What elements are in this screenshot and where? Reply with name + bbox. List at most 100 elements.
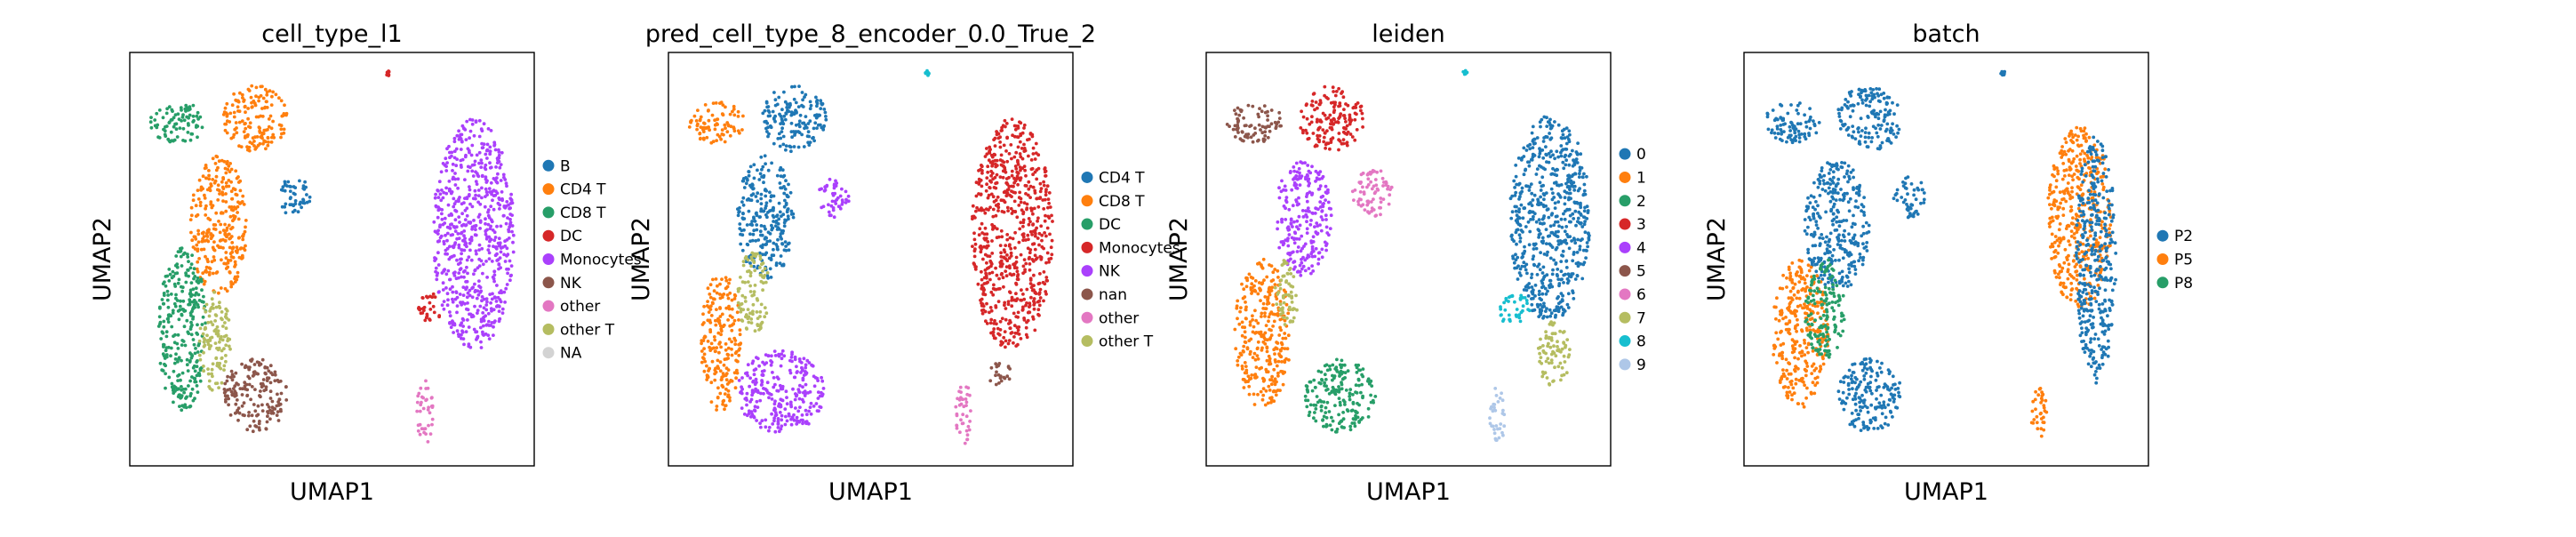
scatter-point (724, 387, 728, 391)
scatter-point (1033, 253, 1037, 258)
scatter-point (173, 304, 178, 309)
scatter-point (1016, 273, 1020, 277)
scatter-point (267, 369, 271, 373)
scatter-point (283, 204, 287, 209)
scatter-point (1366, 415, 1371, 419)
scatter-point (176, 281, 180, 285)
scatter-point (1004, 244, 1008, 247)
scatter-point (715, 291, 719, 295)
scatter-point (222, 347, 226, 351)
scatter-point (211, 245, 215, 250)
scatter-point (1292, 267, 1296, 271)
scatter-point (484, 177, 488, 181)
scatter-point (1274, 393, 1278, 397)
scatter-point (991, 159, 995, 164)
scatter-point (1348, 117, 1351, 122)
scatter-point (1270, 398, 1274, 403)
scatter-point (778, 411, 782, 414)
scatter-point (172, 124, 176, 129)
scatter-point (260, 357, 265, 362)
scatter-point (196, 232, 201, 236)
scatter-point (1280, 360, 1284, 364)
scatter-point (155, 111, 159, 116)
scatter-point (1514, 230, 1518, 235)
scatter-point (785, 210, 789, 214)
scatter-point (773, 103, 778, 108)
scatter-point (1344, 127, 1348, 131)
scatter-point (954, 405, 958, 409)
scatter-point (759, 202, 764, 206)
scatter-point (1285, 238, 1290, 243)
scatter-point (244, 219, 248, 222)
scatter-point (1297, 214, 1301, 219)
scatter-point (274, 92, 278, 97)
scatter-point (460, 275, 463, 279)
scatter-point (500, 307, 505, 311)
scatter-point (1029, 158, 1034, 162)
scatter-point (735, 371, 740, 375)
scatter-point (1306, 164, 1310, 167)
scatter-point (193, 369, 197, 373)
scatter-point (788, 190, 793, 195)
scatter-point (264, 128, 268, 132)
scatter-point (282, 131, 286, 135)
scatter-point (784, 414, 788, 419)
scatter-point (279, 409, 283, 413)
scatter-point (797, 397, 802, 401)
scatter-point (504, 181, 508, 186)
scatter-point (1028, 262, 1032, 266)
scatter-point (216, 244, 220, 248)
scatter-point (776, 237, 780, 242)
scatter-point (434, 257, 438, 261)
scatter-point (713, 338, 717, 342)
scatter-point (1005, 205, 1010, 210)
scatter-point (1371, 169, 1375, 172)
scatter-point (222, 334, 227, 339)
scatter-point (1233, 135, 1237, 139)
scatter-point (817, 113, 821, 117)
scatter-point (1011, 209, 1015, 213)
scatter-point (487, 319, 491, 324)
scatter-point (477, 134, 482, 139)
scatter-point (1313, 225, 1316, 228)
scatter-point (1034, 292, 1038, 295)
scatter-point (1240, 333, 1244, 338)
scatter-point (790, 352, 794, 357)
scatter-point (220, 317, 224, 322)
scatter-point (1331, 373, 1334, 378)
scatter-point (1291, 204, 1295, 208)
scatter-point (488, 161, 492, 165)
scatter-point (484, 323, 489, 327)
scatter-point (1341, 411, 1345, 414)
scatter-point (1259, 389, 1263, 394)
scatter-point (792, 418, 796, 422)
scatter-point (1042, 246, 1045, 251)
scatter-point (738, 333, 742, 337)
scatter-point (167, 268, 172, 271)
scatter-point (1257, 331, 1260, 334)
scatter-point (807, 409, 811, 413)
scatter-point (157, 315, 162, 319)
legend-marker (542, 323, 555, 335)
scatter-point (160, 298, 164, 301)
scatter-point (221, 199, 225, 204)
scatter-point (228, 259, 233, 262)
scatter-point (708, 128, 711, 132)
scatter-point (775, 173, 780, 178)
scatter-point (718, 360, 723, 365)
scatter-point (1003, 250, 1007, 254)
scatter-point (497, 156, 501, 160)
scatter-point (460, 212, 464, 216)
scatter-point (460, 317, 465, 321)
scatter-point (1266, 109, 1269, 114)
scatter-point (715, 308, 718, 311)
scatter-point (1348, 132, 1353, 136)
scatter-point (234, 169, 238, 173)
scatter-point (1008, 236, 1012, 240)
scatter-point (430, 295, 435, 300)
scatter-point (707, 125, 710, 129)
scatter-point (755, 211, 758, 215)
scatter-point (249, 95, 253, 100)
scatter-point (494, 245, 499, 249)
scatter-point (452, 140, 457, 144)
